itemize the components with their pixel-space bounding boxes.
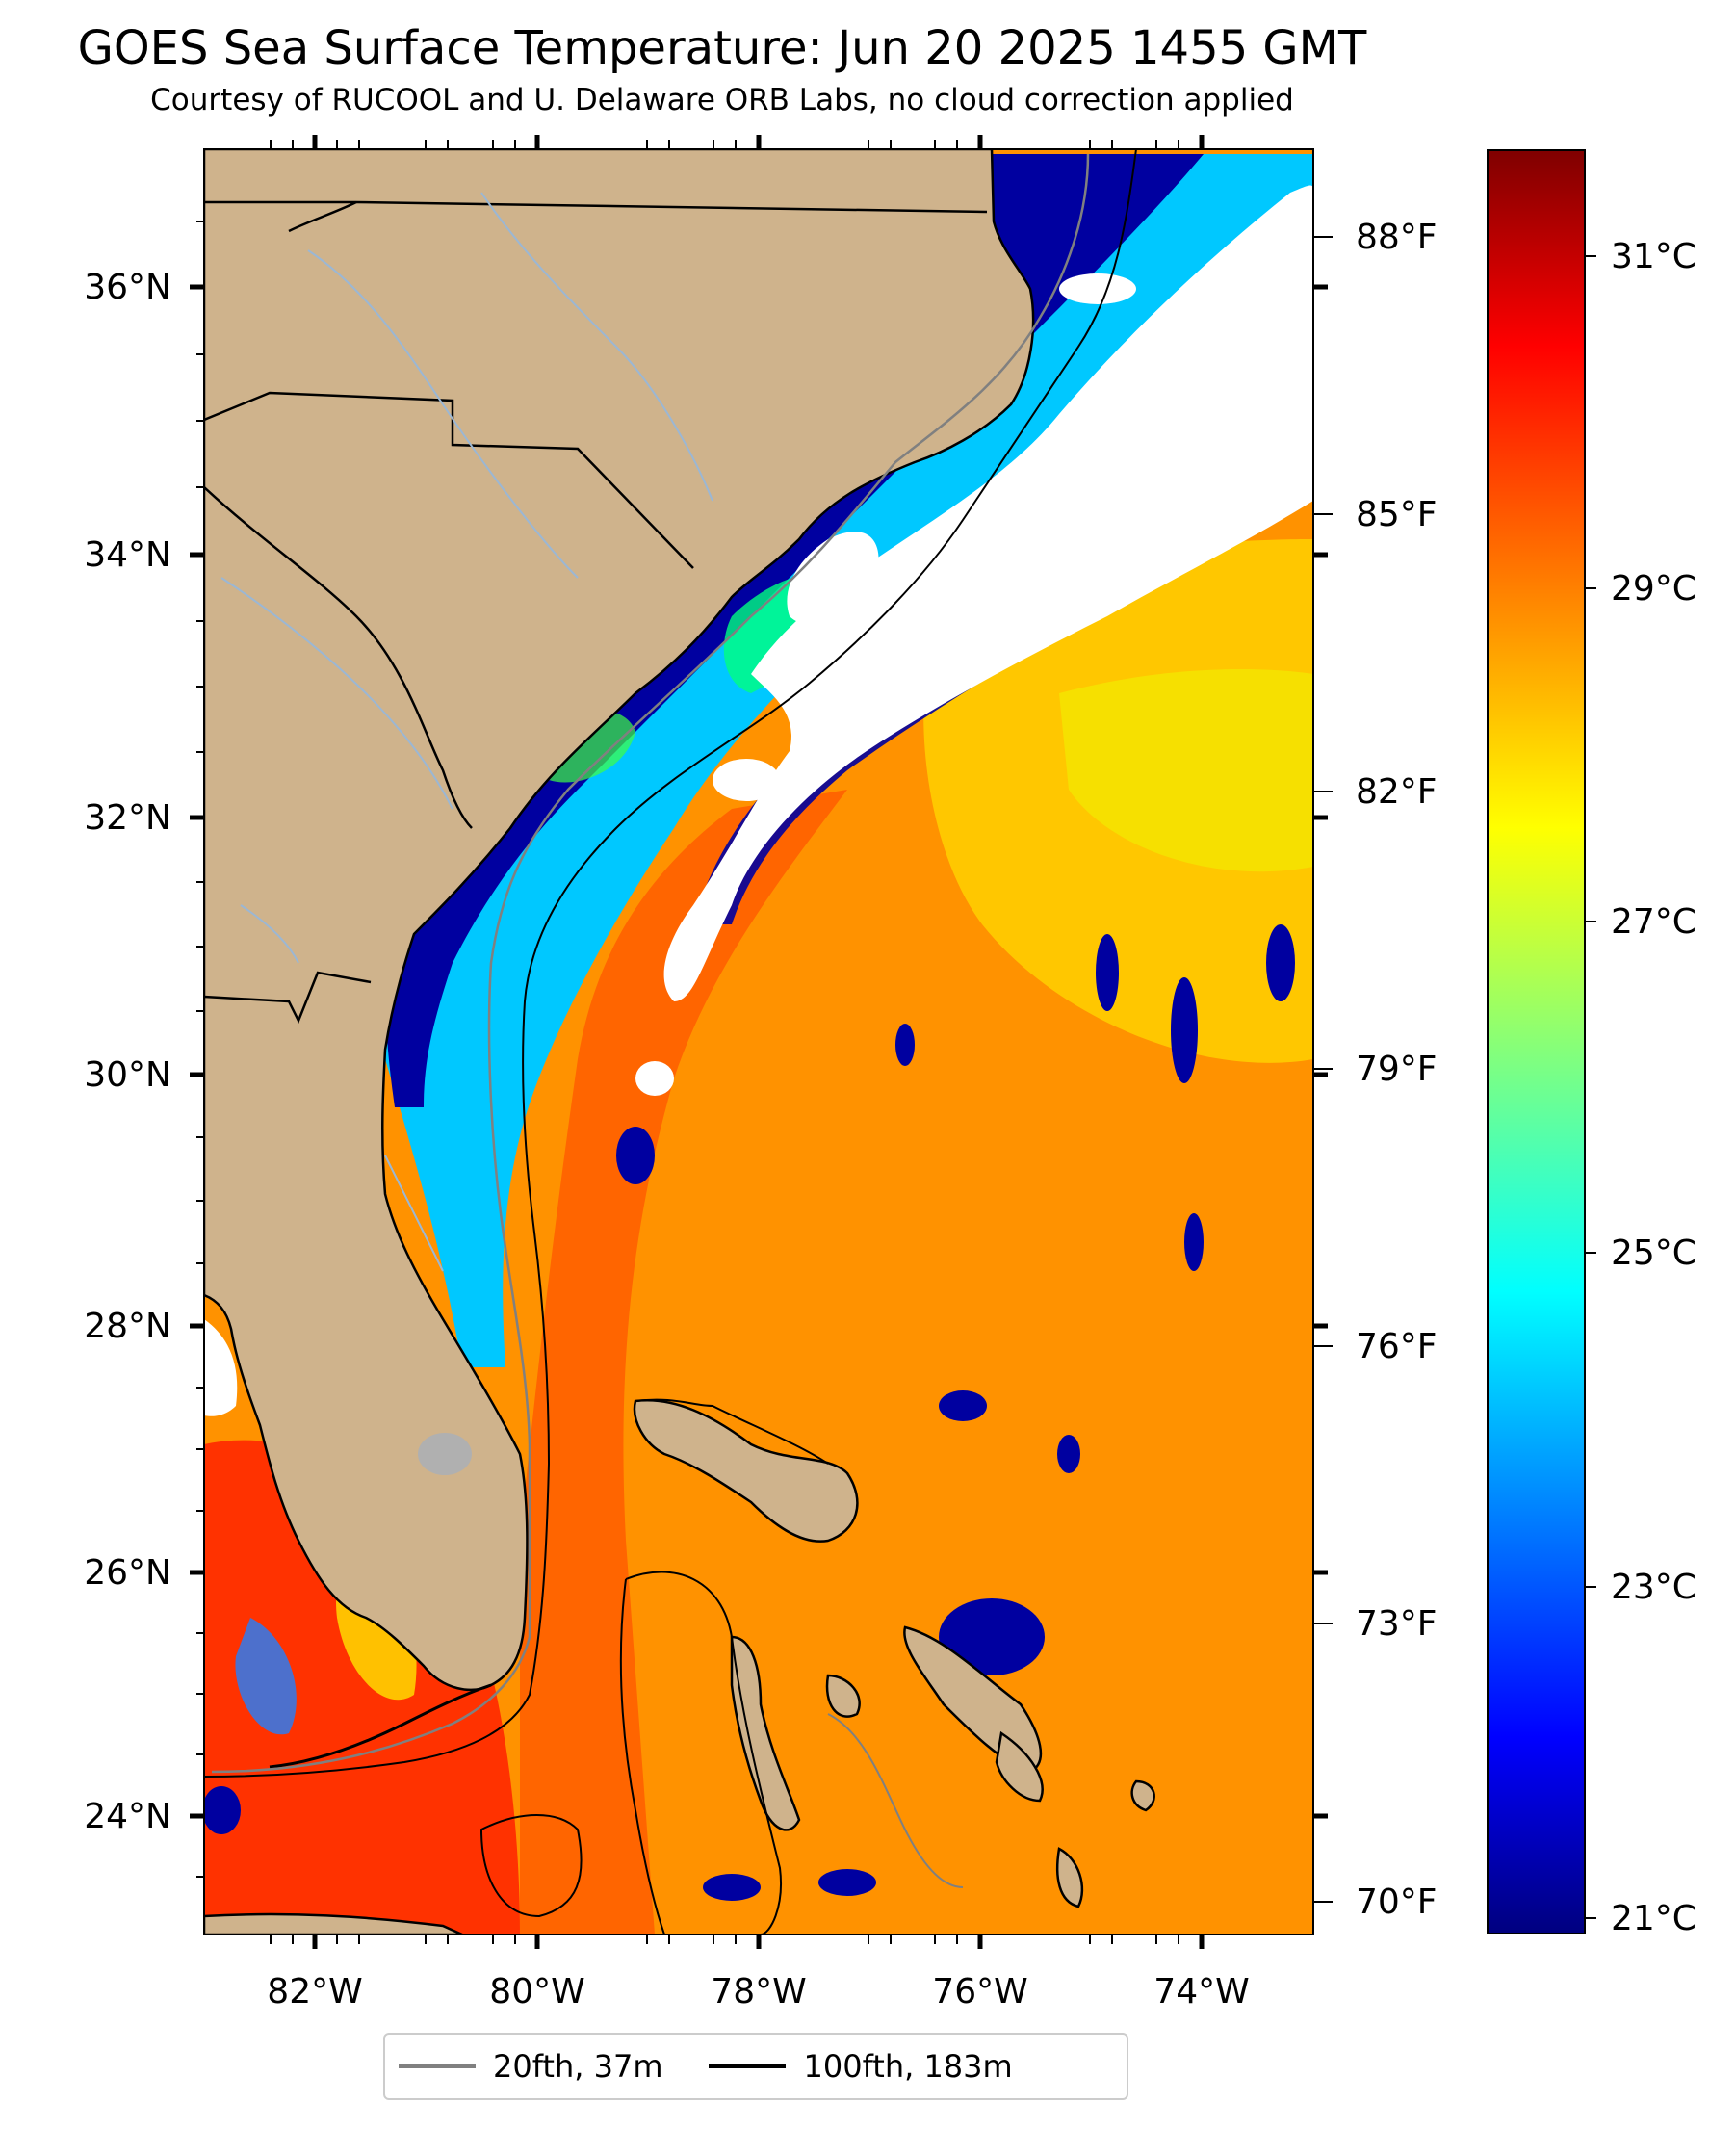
lon-label-78: 78°W xyxy=(711,1972,806,2012)
lon-label-82: 82°W xyxy=(267,1972,362,2012)
legend-label: 100fth, 183m xyxy=(803,2048,1013,2085)
lake-okeechobee xyxy=(418,1433,472,1475)
page-subtitle: Courtesy of RUCOOL and U. Delaware ORB L… xyxy=(150,83,1294,117)
c-label-27: 27°C xyxy=(1611,902,1697,942)
lat-label-24: 24°N xyxy=(84,1797,171,1836)
contour-100fth xyxy=(204,149,1137,1778)
land-cuba xyxy=(204,1912,463,1934)
c-label-23: 23°C xyxy=(1611,1568,1697,1607)
fahrenheit-labels: 70°F 73°F 76°F 79°F 82°F 85°F 88°F xyxy=(1356,218,1438,1922)
f-label-79: 79°F xyxy=(1356,1050,1438,1089)
lon-labels: 82°W 80°W 78°W 76°W 74°W xyxy=(267,1972,1249,2012)
lat-label-36: 36°N xyxy=(84,268,171,307)
c-label-21: 21°C xyxy=(1611,1899,1697,1938)
lon-label-80: 80°W xyxy=(489,1972,584,2012)
legend-line-black xyxy=(709,2064,787,2068)
f-label-88: 88°F xyxy=(1356,218,1438,257)
bahamas-islands xyxy=(633,1399,1155,1908)
cloud-masks xyxy=(204,185,1313,1416)
lat-label-32: 32°N xyxy=(84,798,171,838)
c-label-25: 25°C xyxy=(1611,1233,1697,1273)
f-label-82: 82°F xyxy=(1356,772,1438,812)
cold-blobs xyxy=(204,924,1295,1901)
c-label-31: 31°C xyxy=(1611,237,1697,276)
state-borders xyxy=(204,200,988,1025)
colorbar xyxy=(1487,149,1586,1934)
lat-label-34: 34°N xyxy=(84,535,171,575)
legend-label: 20fth, 37m xyxy=(493,2048,663,2085)
major-ticks xyxy=(190,135,1328,1949)
f-label-76: 76°F xyxy=(1356,1327,1438,1366)
lat-label-30: 30°N xyxy=(84,1055,171,1095)
c-label-29: 29°C xyxy=(1611,569,1697,609)
lat-label-28: 28°N xyxy=(84,1307,171,1346)
page-title: GOES Sea Surface Temperature: Jun 20 202… xyxy=(77,21,1367,75)
f-label-73: 73°F xyxy=(1356,1604,1438,1644)
lon-label-74: 74°W xyxy=(1153,1972,1249,2012)
florida-keys xyxy=(269,1683,492,1769)
f-label-85: 85°F xyxy=(1356,495,1438,534)
lon-label-76: 76°W xyxy=(932,1972,1027,2012)
lat-labels: 24°N 26°N 28°N 30°N 32°N 34°N 36°N xyxy=(84,268,171,1836)
map-area xyxy=(204,149,1313,1934)
land-southeast-us xyxy=(204,149,1035,1692)
colorbar-ticks xyxy=(1585,255,1596,1919)
gulf-cool-patch xyxy=(235,1618,297,1735)
minor-ticks xyxy=(270,140,1179,1944)
legend-line-gray xyxy=(399,2064,476,2068)
f-label-70: 70°F xyxy=(1356,1882,1438,1922)
gulf-stream-core xyxy=(520,790,847,1934)
lat-label-26: 26°N xyxy=(84,1553,171,1593)
sst-figure: 24°N 26°N 28°N 30°N 32°N 34°N 36°N 82°W … xyxy=(84,135,1697,2012)
contour-legend: 20fth, 37m 100fth, 183m xyxy=(383,2033,1128,2100)
lat-minor-ticks xyxy=(196,221,204,1878)
fahrenheit-ticks xyxy=(1313,236,1333,1903)
colorbar-labels: 21°C 23°C 25°C 27°C 29°C 31°C xyxy=(1611,237,1697,1938)
legend-item-20fth: 20fth, 37m xyxy=(399,2048,662,2085)
yellow-eddy-core xyxy=(1059,669,1313,872)
legend-item-100fth: 100fth, 183m xyxy=(709,2048,1013,2085)
contour-20fth xyxy=(211,153,1090,1774)
rivers xyxy=(220,192,713,1272)
bathymetry-contours xyxy=(204,149,1137,1934)
